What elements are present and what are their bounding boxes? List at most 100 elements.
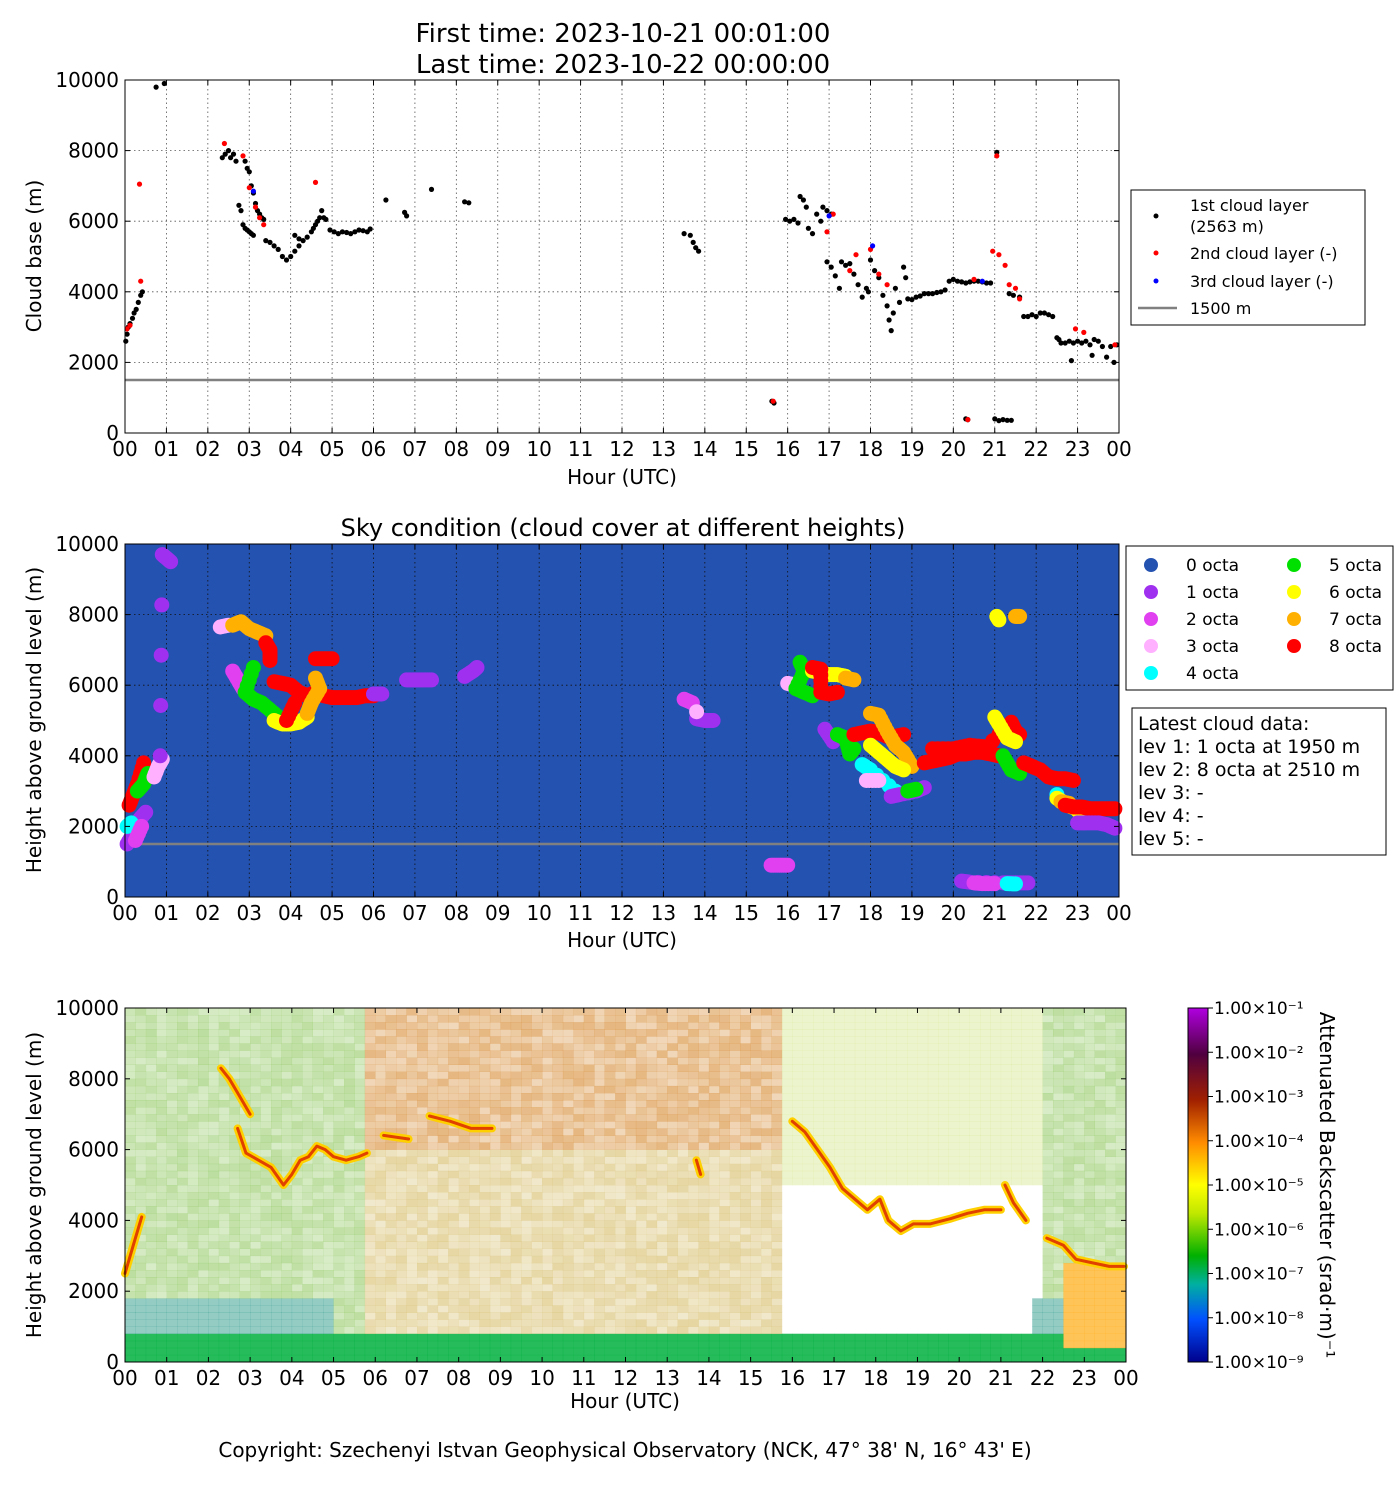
heatmap-cell — [656, 1163, 668, 1172]
heatmap-cell — [510, 1291, 522, 1299]
cloud-layer-1-point — [219, 155, 225, 161]
heatmap-cell — [823, 1135, 835, 1143]
heatmap-cell — [656, 1078, 668, 1087]
cloud-layer-1-point — [909, 297, 915, 303]
heatmap-cell — [823, 1319, 835, 1327]
heatmap-cell — [406, 1036, 418, 1044]
heatmap-cell — [479, 1199, 491, 1207]
heatmap-cell — [260, 1305, 272, 1313]
heatmap-cell — [625, 1022, 637, 1030]
heatmap-cell — [489, 1036, 501, 1044]
heatmap-cell — [802, 1177, 814, 1186]
heatmap-cell — [417, 1036, 428, 1044]
cloud-layer-2-point — [246, 185, 252, 191]
heatmap-cell — [792, 1241, 803, 1249]
heatmap-cell — [865, 1043, 876, 1051]
heatmap-cell — [771, 1071, 783, 1080]
heatmap-cell — [281, 1319, 293, 1327]
heatmap-cell — [604, 1277, 616, 1285]
heatmap-cell — [427, 1015, 439, 1023]
heatmap-cell — [688, 1170, 699, 1179]
cloud-layer-1-point — [1033, 313, 1039, 320]
heatmap-cell — [865, 1015, 876, 1023]
heatmap-cell — [615, 1156, 626, 1165]
heatmap-cell — [344, 1057, 355, 1065]
heatmap-cell — [135, 1262, 147, 1271]
cloud-layer-1-point — [983, 280, 990, 286]
octa-6-point — [896, 762, 912, 778]
heatmap-cell — [667, 1241, 678, 1249]
heatmap-cell — [375, 1241, 386, 1249]
heatmap-cell — [688, 1185, 699, 1193]
heatmap-cell — [396, 1347, 407, 1356]
heatmap-cell — [562, 1015, 574, 1023]
heatmap-cell — [521, 1185, 532, 1193]
heatmap-cell — [344, 1185, 355, 1193]
heatmap-cell — [719, 1029, 730, 1037]
heatmap-cell — [187, 1121, 199, 1129]
heatmap-cell — [218, 1156, 230, 1165]
heatmap-cell — [834, 1262, 845, 1271]
heatmap-cell — [354, 1177, 366, 1186]
heatmap-cell — [291, 1043, 303, 1051]
heatmap-cell — [166, 1255, 178, 1264]
heatmap-cell — [396, 1093, 407, 1101]
heatmap-cell — [229, 1029, 240, 1037]
heatmap-cell — [250, 1022, 261, 1030]
heatmap-cell — [677, 1029, 689, 1037]
heatmap-cell — [187, 1071, 199, 1080]
heatmap-cell — [427, 1008, 439, 1016]
heatmap-cell — [771, 1284, 783, 1292]
heatmap-cell — [229, 1170, 240, 1179]
heatmap-cell — [531, 1064, 543, 1072]
heatmap-cell — [646, 1262, 658, 1271]
heatmap-cell — [781, 1050, 793, 1058]
heatmap-cell — [740, 1156, 751, 1165]
heatmap-cell — [573, 1241, 585, 1249]
heatmap-cell — [677, 1036, 689, 1044]
cloud-layer-1-point — [1010, 292, 1017, 298]
heatmap-cell — [531, 1354, 543, 1363]
heatmap-cell — [875, 1036, 887, 1044]
heatmap-cell — [396, 1121, 407, 1129]
heatmap-cell — [677, 1156, 689, 1165]
heatmap-cell — [583, 1071, 595, 1080]
heatmap-cell — [500, 1128, 512, 1136]
heatmap-cell — [677, 1340, 689, 1349]
heatmap-cell — [271, 1163, 282, 1172]
heatmap-cell — [218, 1305, 230, 1313]
heatmap-cell — [364, 1291, 376, 1299]
heatmap-cell — [145, 1340, 157, 1349]
heatmap-cell — [281, 1128, 293, 1136]
heatmap-cell — [323, 1227, 334, 1235]
heatmap-cell — [177, 1277, 188, 1285]
heatmap-cell — [761, 1064, 772, 1072]
heatmap-cell — [187, 1156, 199, 1165]
heatmap-cell — [802, 1319, 814, 1327]
heatmap-cell — [302, 1192, 313, 1200]
heatmap-cell — [291, 1277, 303, 1285]
heatmap-cell — [886, 1199, 897, 1207]
heatmap-cell — [761, 1298, 772, 1306]
heatmap-cell — [489, 1142, 501, 1150]
heatmap-cell — [615, 1008, 626, 1016]
heatmap-cell — [344, 1149, 355, 1157]
heatmap-cell — [907, 1078, 918, 1087]
heatmap-cell — [604, 1078, 616, 1087]
heatmap-cell — [792, 1270, 803, 1278]
heatmap-cell — [510, 1227, 522, 1235]
heatmap-cell — [646, 1078, 658, 1087]
heatmap-cell — [448, 1255, 459, 1264]
heatmap-cell — [802, 1213, 814, 1221]
heatmap-cell — [448, 1107, 459, 1115]
heatmap-cell — [729, 1248, 741, 1257]
heatmap-cell — [917, 1319, 929, 1327]
heatmap-cell — [396, 1291, 407, 1299]
heatmap-cell — [834, 1064, 845, 1072]
heatmap-cell — [896, 1015, 908, 1023]
heatmap-cell — [531, 1008, 543, 1016]
cloud-layer-1-point — [818, 218, 824, 224]
heatmap-cell — [521, 1057, 532, 1065]
heatmap-cell — [260, 1333, 272, 1342]
legend-label-layer2: 2nd cloud layer (-) — [1190, 244, 1337, 263]
